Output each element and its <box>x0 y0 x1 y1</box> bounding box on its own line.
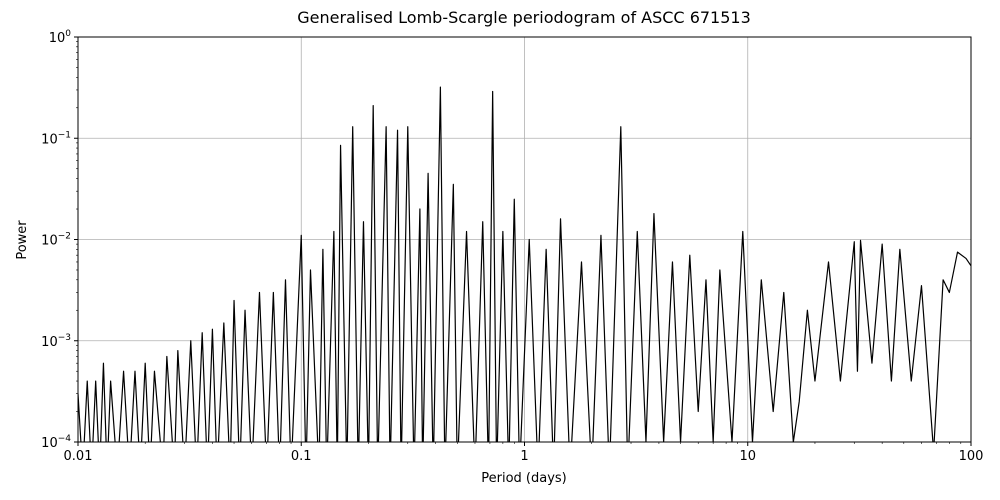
chart-title: Generalised Lomb-Scargle periodogram of … <box>297 8 751 27</box>
x-axis-label: Period (days) <box>481 471 567 486</box>
y-tick-label: 10−1 <box>41 130 71 147</box>
tick-base: 10 <box>41 436 58 451</box>
y-axis-label: Power <box>15 220 30 260</box>
tick-exponent: −2 <box>58 232 71 242</box>
x-tick-label: 1 <box>520 449 528 464</box>
plot-frame <box>77 36 972 443</box>
x-tick-label: 0.01 <box>64 449 93 464</box>
x-tick-label: 10 <box>739 449 756 464</box>
tick-base: 10 <box>41 234 58 249</box>
plot-area <box>78 86 971 442</box>
tick-base: 10 <box>41 335 58 350</box>
tick-base: 10 <box>41 132 58 147</box>
y-tick-label: 10−3 <box>41 333 71 350</box>
tick-exponent: −3 <box>58 333 71 343</box>
x-tick-label: 0.1 <box>291 449 312 464</box>
series-line <box>78 86 971 442</box>
y-tick-label: 10−2 <box>41 232 71 249</box>
y-tick-label: 10−4 <box>41 434 71 451</box>
y-tick-label: 100 <box>49 29 72 46</box>
tick-exponent: −4 <box>58 434 72 444</box>
x-tick-label: 100 <box>959 449 984 464</box>
tick-exponent: 0 <box>65 29 71 39</box>
tick-exponent: −1 <box>58 130 71 140</box>
tick-base: 10 <box>49 31 66 46</box>
